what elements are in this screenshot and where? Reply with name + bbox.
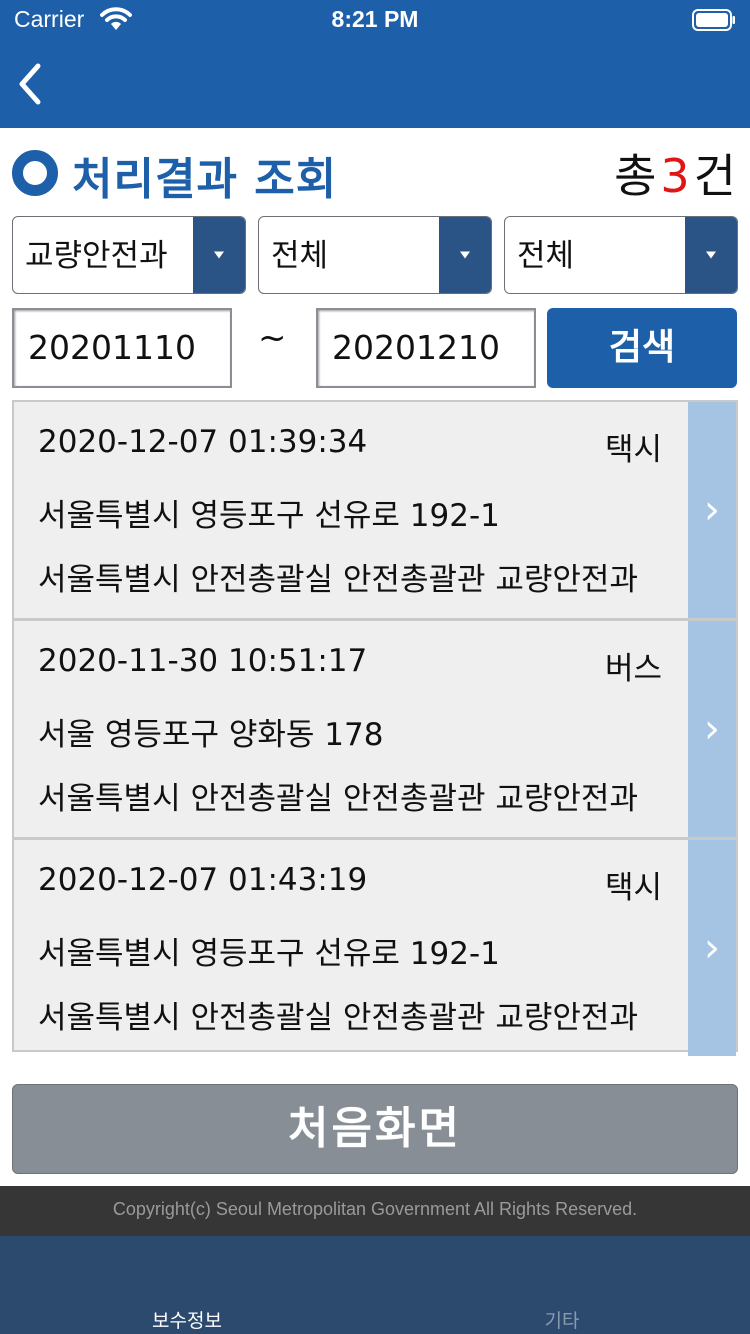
- end-date-input[interactable]: 20201210: [316, 308, 536, 388]
- search-button[interactable]: 검색: [547, 308, 737, 388]
- result-address: 서울특별시 영등포구 선유로 192-1: [38, 498, 500, 534]
- category-select-1-value: 전체: [271, 238, 329, 274]
- footer: [0, 1186, 750, 1236]
- result-datetime: 2020-12-07 01:43:19: [38, 862, 368, 898]
- wifi-icon: [100, 7, 132, 30]
- result-department: 서울특별시 안전총괄실 안전총괄관 교량안전과: [38, 1000, 638, 1036]
- chevron-right-icon: ›: [704, 706, 720, 752]
- row-detail-chevron[interactable]: ›: [688, 840, 736, 1056]
- result-address: 서울 영등포구 양화동 178: [38, 717, 384, 753]
- page-title: 처리결과 조회: [72, 154, 338, 205]
- result-row-content: 2020-11-30 10:51:17 버스 서울 영등포구 양화동 178 서…: [14, 621, 688, 837]
- category-select-1[interactable]: 전체: [258, 216, 492, 294]
- result-row-content: 2020-12-07 01:39:34 택시 서울특별시 영등포구 선유로 19…: [14, 402, 688, 618]
- category-select-2[interactable]: 전체: [504, 216, 738, 294]
- copyright-text: Copyright(c) Seoul Metropolitan Governme…: [112, 1199, 638, 1219]
- status-time: 8:21 PM: [331, 6, 419, 32]
- result-row[interactable]: 2020-11-30 10:51:17 버스 서울 영등포구 양화동 178 서…: [14, 621, 736, 837]
- result-datetime: 2020-12-07 01:39:34: [38, 424, 368, 460]
- result-department: 서울특별시 안전총괄실 안전총괄관 교량안전과: [38, 562, 638, 598]
- result-vehicle-type: 택시: [604, 432, 662, 468]
- title-bullet-icon: [12, 150, 58, 196]
- carrier-label: Carrier: [14, 6, 85, 32]
- start-date-input[interactable]: 20201110: [12, 308, 232, 388]
- total-prefix: 총: [614, 149, 657, 203]
- result-row[interactable]: 2020-12-07 01:43:19 택시 서울특별시 영등포구 선유로 19…: [14, 840, 736, 1056]
- tab-repair-info[interactable]: 보수정보: [152, 1310, 222, 1332]
- result-address: 서울특별시 영등포구 선유로 192-1: [38, 936, 500, 972]
- category-select-2-value: 전체: [517, 238, 575, 274]
- dropdown-arrow-icon: [685, 217, 737, 293]
- tab-etc[interactable]: 기타: [544, 1310, 580, 1332]
- date-range-separator: ~: [258, 318, 287, 358]
- total-suffix: 건: [693, 149, 736, 203]
- result-department: 서울특별시 안전총괄실 안전총괄관 교량안전과: [38, 781, 638, 817]
- result-row[interactable]: 2020-12-07 01:39:34 택시 서울특별시 영등포구 선유로 19…: [14, 402, 736, 618]
- row-divider: [14, 618, 736, 621]
- dropdown-arrow-icon: [193, 217, 245, 293]
- result-datetime: 2020-11-30 10:51:17: [38, 643, 368, 679]
- total-count-value: 3: [660, 149, 690, 203]
- chevron-right-icon: ›: [704, 487, 720, 533]
- result-vehicle-type: 버스: [604, 651, 662, 687]
- total-count: 총3건: [614, 140, 736, 206]
- row-detail-chevron[interactable]: ›: [688, 402, 736, 618]
- department-select-value: 교량안전과: [25, 238, 168, 274]
- row-detail-chevron[interactable]: ›: [688, 621, 736, 837]
- row-divider: [14, 837, 736, 840]
- result-vehicle-type: 택시: [604, 870, 662, 906]
- dropdown-arrow-icon: [439, 217, 491, 293]
- tab-bar: [0, 1236, 750, 1334]
- result-row-content: 2020-12-07 01:43:19 택시 서울특별시 영등포구 선유로 19…: [14, 840, 688, 1056]
- chevron-right-icon: ›: [704, 925, 720, 971]
- department-select[interactable]: 교량안전과: [12, 216, 246, 294]
- results-list: 2020-12-07 01:39:34 택시 서울특별시 영등포구 선유로 19…: [12, 400, 738, 1056]
- home-button[interactable]: 처음화면: [12, 1084, 738, 1174]
- back-chevron-icon[interactable]: [14, 60, 50, 108]
- battery-icon: [692, 9, 735, 31]
